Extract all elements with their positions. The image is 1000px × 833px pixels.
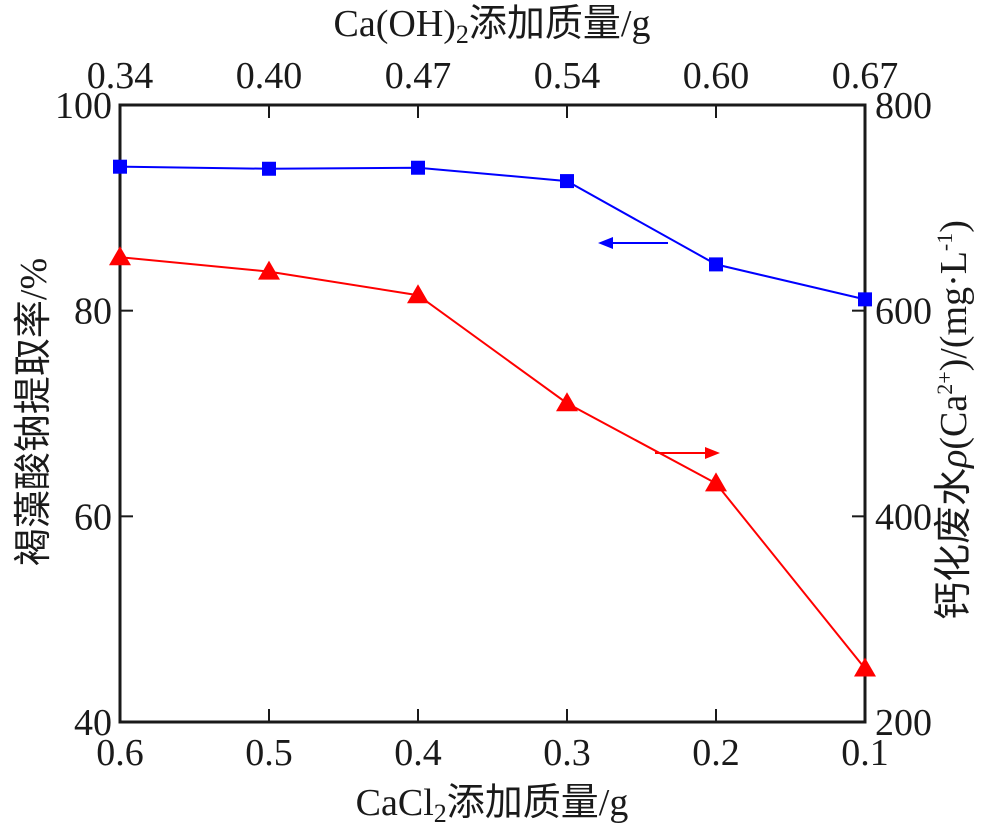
top-tick-label: 0.34 [87,55,154,97]
left-axis-title: 褐藻酸钠提取率/% [13,258,55,566]
square-marker [411,160,425,175]
bottom-tick-label: 0.1 [841,732,889,774]
red-right-arrow [655,447,720,459]
bottom-tick-label: 0.4 [394,732,442,774]
top-tick-label: 0.40 [236,55,303,97]
top-axis: 0.34 0.40 0.47 0.54 0.60 0.67 [87,55,899,118]
left-tick-label: 60 [74,496,112,538]
triangle-marker [854,657,876,677]
right-tick-label: 800 [875,85,932,127]
triangle-marker [258,260,280,280]
square-marker [560,174,574,189]
bottom-axis-title: CaCl2添加质量/g [356,782,629,828]
triangle-marker [109,246,131,266]
top-tick-label: 0.60 [683,55,750,97]
triangle-marker [705,472,727,492]
left-tick-label: 100 [55,85,112,127]
right-tick-label: 600 [875,291,932,333]
square-marker [113,159,127,174]
triangle-marker [407,284,429,304]
top-tick-label: 0.67 [832,55,899,97]
square-marker [709,257,723,272]
left-tick-label: 80 [74,291,112,333]
top-axis-title: Ca(OH)2添加质量/g [334,3,651,49]
series-layer [109,159,876,677]
square-marker [262,161,276,176]
top-tick-label: 0.47 [385,55,452,97]
bottom-tick-label: 0.5 [245,732,293,774]
bottom-tick-label: 0.3 [543,732,591,774]
right-tick-label: 400 [875,496,932,538]
plot-frame [118,103,867,724]
square-marker [858,292,872,307]
blue-left-arrow [598,237,668,249]
red-series-line [119,256,866,670]
triangle-marker [556,392,578,412]
right-axis-title: 钙化废水ρ(Ca2+)/(mg·L-1) [932,220,975,620]
left-tick-label: 40 [74,702,112,744]
left-axis: 40 60 80 100 [55,85,133,744]
bottom-tick-label: 0.6 [96,732,144,774]
blue-series-line [119,165,866,301]
right-axis: 200 400 600 800 [852,85,932,744]
bottom-axis: 0.6 0.5 0.4 0.3 0.2 0.1 [96,709,889,774]
top-tick-label: 0.54 [534,55,601,97]
right-tick-label: 200 [875,702,932,744]
bottom-tick-label: 0.2 [692,732,740,774]
